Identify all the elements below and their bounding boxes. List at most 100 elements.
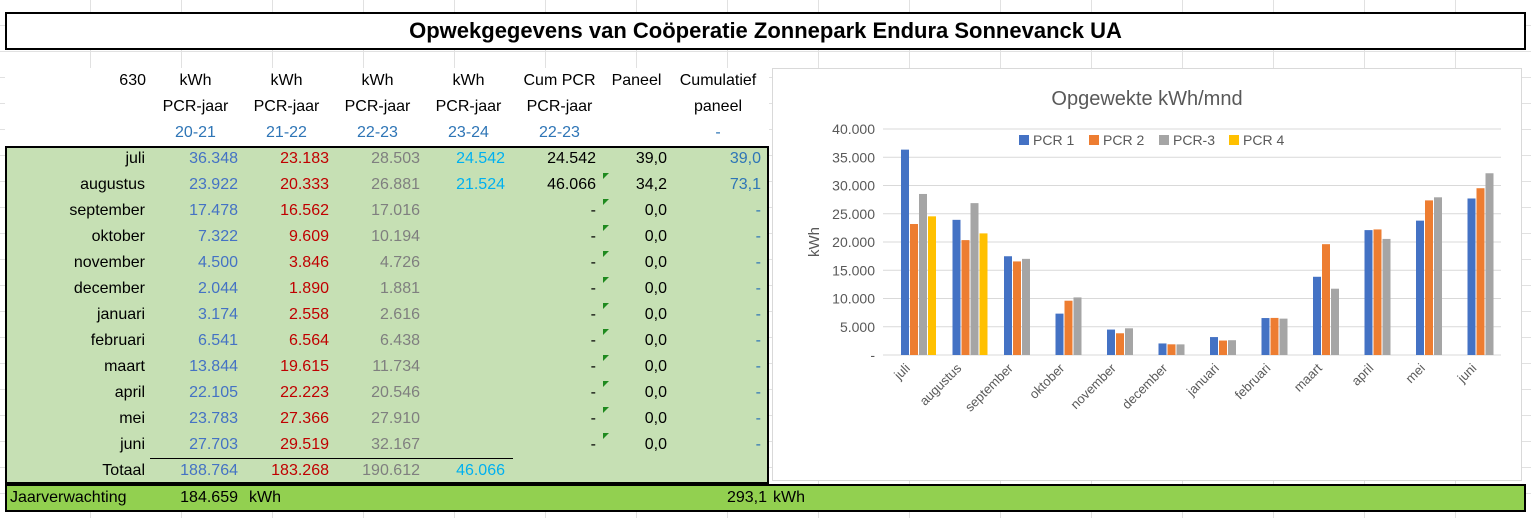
- pcr2-value: 19.615: [280, 358, 329, 375]
- paneel-value: 0,0: [644, 306, 667, 323]
- y-tick-label: 25.000: [832, 206, 875, 222]
- column-header: 22-23: [539, 124, 580, 141]
- column-header: kWh: [270, 72, 303, 89]
- x-tick-label: augustus: [916, 360, 964, 408]
- pcr3-value: 6.438: [379, 332, 420, 349]
- pcr3-value: 20.546: [371, 384, 420, 401]
- sheet-title-text: Opwekgegevens van Coöperatie Zonnepark E…: [409, 18, 1122, 43]
- total-label: Totaal: [102, 462, 145, 479]
- month-label: januari: [96, 306, 145, 323]
- column-header: kWh: [361, 72, 394, 89]
- total-pcr3: 190.612: [362, 462, 420, 479]
- bar: [1373, 229, 1382, 355]
- column-header: 21-22: [266, 124, 307, 141]
- month-label: oktober: [91, 228, 145, 245]
- pcr2-value: 22.223: [280, 384, 329, 401]
- column-header: -: [715, 124, 721, 141]
- bar: [952, 219, 961, 355]
- bar: [961, 240, 970, 355]
- pcr3-value: 26.881: [371, 176, 420, 193]
- total-divider-line: [150, 458, 513, 459]
- y-tick-label: 40.000: [832, 121, 875, 137]
- corner-value: 630: [119, 72, 146, 89]
- legend-swatch: [1089, 135, 1099, 145]
- footer-unit-2: kWh: [773, 489, 805, 506]
- month-label: juli: [125, 150, 145, 167]
- paneel-value: 0,0: [644, 410, 667, 427]
- paneel-value: 0,0: [644, 228, 667, 245]
- pcr3-value: 11.734: [372, 358, 420, 375]
- bar: [1467, 198, 1476, 355]
- formula-indicator-icon: [603, 381, 609, 387]
- x-tick-label: april: [1348, 360, 1376, 388]
- cum-paneel-value: 73,1: [729, 176, 761, 193]
- formula-indicator-icon: [603, 277, 609, 283]
- column-header: PCR-jaar: [162, 98, 229, 115]
- legend-label: PCR-3: [1173, 132, 1215, 148]
- column-header: Cum PCR: [523, 72, 596, 89]
- pcr2-value: 6.564: [288, 332, 329, 349]
- chart-container[interactable]: Opgewekte kWh/mnd - 5.000 10.000 15.000 20.00…: [772, 68, 1522, 481]
- formula-indicator-icon: [603, 433, 609, 439]
- column-header: PCR-jaar: [435, 98, 502, 115]
- month-label: december: [73, 280, 145, 297]
- y-tick-label: 35.000: [832, 149, 875, 165]
- bar: [1055, 313, 1064, 355]
- cum-pcr-value: -: [590, 410, 596, 427]
- pcr1-value: 17.478: [189, 202, 238, 219]
- column-header: kWh: [452, 72, 485, 89]
- sheet-title: Opwekgegevens van Coöperatie Zonnepark E…: [5, 12, 1526, 50]
- cum-paneel-value: -: [755, 280, 761, 297]
- pcr3-value: 2.616: [379, 306, 420, 323]
- formula-indicator-icon: [603, 251, 609, 257]
- footer-value: 184.659: [180, 489, 238, 506]
- x-tick-label: maart: [1291, 360, 1325, 394]
- table-header-area: [5, 68, 769, 146]
- bar: [1073, 297, 1082, 355]
- pcr1-value: 4.500: [197, 254, 238, 271]
- column-header: Cumulatief: [679, 72, 757, 89]
- y-tick-label: 30.000: [832, 178, 875, 194]
- x-tick-label: januari: [1183, 360, 1222, 399]
- formula-indicator-icon: [603, 303, 609, 309]
- bar: [1125, 328, 1133, 355]
- x-tick-label: september: [962, 360, 1017, 415]
- formula-indicator-icon: [603, 329, 609, 335]
- pcr2-value: 9.609: [288, 228, 329, 245]
- cum-paneel-value: 39,0: [729, 150, 761, 167]
- cum-pcr-value: -: [590, 358, 596, 375]
- data-area: [5, 146, 769, 484]
- pcr1-value: 3.174: [197, 306, 238, 323]
- cum-pcr-value: 46.066: [547, 176, 596, 193]
- pcr2-value: 16.562: [280, 202, 329, 219]
- cum-paneel-value: -: [755, 436, 761, 453]
- paneel-value: 0,0: [644, 436, 667, 453]
- x-tick-label: juli: [890, 360, 913, 383]
- y-axis-label: kWh: [806, 227, 823, 257]
- cum-pcr-value: -: [590, 280, 596, 297]
- bar: [1176, 344, 1185, 355]
- pcr3-value: 32.167: [371, 436, 420, 453]
- x-tick-label: mei: [1402, 360, 1427, 385]
- bar-chart: Opgewekte kWh/mnd - 5.000 10.000 15.000 20.00…: [806, 88, 1501, 415]
- bar: [1322, 244, 1330, 355]
- bar: [1013, 261, 1021, 355]
- paneel-value: 34,2: [635, 176, 667, 193]
- pcr2-value: 20.333: [280, 176, 329, 193]
- pcr3-value: 27.910: [371, 410, 420, 427]
- cum-paneel-value: -: [755, 306, 761, 323]
- paneel-value: 0,0: [644, 358, 667, 375]
- cum-pcr-value: -: [590, 228, 596, 245]
- legend-swatch: [1019, 135, 1029, 145]
- paneel-value: 0,0: [644, 384, 667, 401]
- bar: [1331, 288, 1339, 355]
- x-tick-label: november: [1067, 360, 1119, 412]
- bar: [1210, 337, 1218, 355]
- pcr3-value: 1.881: [379, 280, 420, 297]
- bar: [1270, 317, 1279, 355]
- bar: [1167, 344, 1176, 355]
- cum-paneel-value: -: [755, 384, 761, 401]
- pcr1-value: 6.541: [197, 332, 238, 349]
- bar: [1158, 343, 1167, 355]
- bar: [1485, 173, 1494, 355]
